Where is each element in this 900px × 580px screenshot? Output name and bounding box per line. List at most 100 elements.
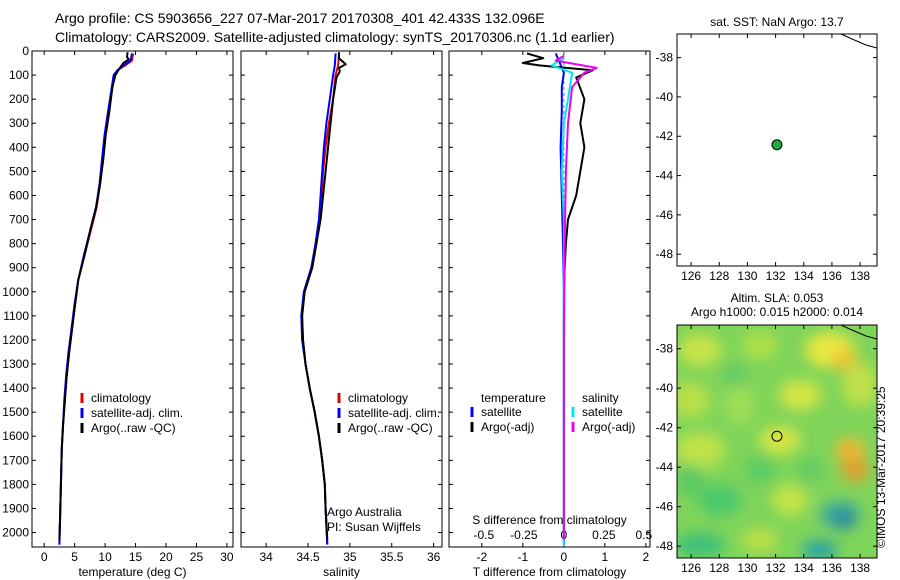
x-tick-label: 2: [643, 550, 650, 564]
x-tick-label: 34.5: [296, 550, 320, 564]
x-tick-label: 0: [41, 550, 48, 564]
y-tick-label: 1700: [2, 453, 29, 467]
sla-map-title1: Altim. SLA: 0.053: [731, 291, 824, 305]
sst-map-x-tick-label: 126: [681, 269, 701, 283]
x-tick-label: -1: [518, 550, 529, 564]
sla-map-x-tick-label: 136: [822, 561, 842, 575]
x-tick-label: 35.5: [380, 550, 404, 564]
panel-frame-salinity: [240, 50, 443, 548]
sla-map-y-tick-label: -38: [656, 342, 674, 356]
sla-blob: [725, 385, 755, 425]
x-axis-label-difference: T difference from climatology: [473, 565, 627, 579]
sst-map-x-tick-label: 138: [850, 269, 870, 283]
sla-blob: [835, 510, 855, 530]
s-tick-label: -0.25: [510, 528, 538, 542]
sst-coastline: [840, 33, 878, 49]
x-tick-label: 25: [190, 550, 204, 564]
chart-title-line1: Argo profile: CS 5903656_227 07-Mar-2017…: [55, 10, 545, 26]
y-tick-label: 600: [9, 188, 29, 202]
sla-blob: [778, 380, 822, 410]
sst-map-y-tick-label: -48: [656, 247, 674, 261]
y-tick-label: 300: [9, 116, 29, 130]
sla-blob: [772, 485, 808, 515]
series-line-argo: [301, 52, 347, 540]
sst-map-y-tick-label: -40: [656, 90, 674, 104]
x-tick-label: 1: [602, 550, 609, 564]
x-tick-label: 5: [71, 550, 78, 564]
sst-map-x-tick-label: 134: [794, 269, 814, 283]
sla-map-x-tick-label: 126: [681, 561, 701, 575]
y-tick-label: 1200: [2, 333, 29, 347]
y-tick-label: 2000: [2, 526, 29, 540]
sst-map-x-tick-label: 128: [709, 269, 729, 283]
sla-blob: [742, 331, 778, 359]
chart-title-line2: Climatology: CARS2009. Satellite-adjuste…: [55, 29, 615, 45]
x-tick-label: 36: [427, 550, 441, 564]
sla-blob: [677, 432, 725, 468]
legend-temperature-title: temperature: [481, 391, 546, 405]
sst-map-y-tick-label: -46: [656, 208, 674, 222]
sst-map-x-tick-label: 132: [766, 269, 786, 283]
y-tick-label: 800: [9, 237, 29, 251]
s-tick-label: 0.5: [636, 528, 653, 542]
profile-location-marker: [771, 430, 783, 442]
series-line-s-argo: [554, 54, 598, 540]
sla-blob: [802, 540, 838, 558]
series-line-t-argo: [521, 52, 594, 540]
legend-label: Argo(-adj): [481, 420, 534, 434]
sst-map-x-tick-label: 136: [822, 269, 842, 283]
y-tick-label: 1000: [2, 285, 29, 299]
y-tick-label: 500: [9, 164, 29, 178]
sla-blob: [842, 363, 877, 407]
sst-map-y-tick-label: -42: [656, 129, 674, 143]
sla-blob: [742, 528, 778, 552]
series-line-t-satellite: [554, 53, 565, 545]
y-tick-label: 1100: [3, 309, 29, 323]
sla-coastline: [840, 325, 877, 340]
sla-blob: [678, 334, 722, 366]
s-axis-label: S difference from climatology: [472, 513, 627, 527]
sla-map-y-tick-label: -40: [656, 381, 674, 395]
sla-map-y-tick-label: -46: [656, 500, 674, 514]
sla-map-x-tick-label: 130: [737, 561, 757, 575]
x-tick-label: 20: [159, 550, 173, 564]
x-tick-label: 0: [561, 550, 568, 564]
panel-frame-temperature: [31, 50, 234, 548]
y-tick-label: 1600: [2, 429, 29, 443]
sla-blob: [677, 533, 725, 557]
sla-map-x-tick-label: 132: [766, 561, 786, 575]
x-tick-label: 10: [98, 550, 112, 564]
legend-label: satellite: [582, 405, 623, 419]
sla-map-frame: [676, 324, 878, 559]
x-tick-label: 15: [129, 550, 143, 564]
s-tick-label: -0.5: [474, 528, 495, 542]
y-tick-label: 1300: [2, 357, 29, 371]
sla-blob: [677, 382, 710, 418]
panel-frame-difference: [448, 50, 651, 548]
sla-blob: [796, 458, 824, 482]
sla-map-y-tick-label: -48: [656, 539, 674, 553]
legend-label: satellite-adj. clim.: [348, 406, 440, 420]
x-axis-label-salinity: salinity: [323, 565, 360, 579]
legend-label: climatology: [348, 391, 408, 405]
sla-blob: [744, 456, 776, 484]
sla-blob: [698, 484, 742, 516]
legend-label: satellite-adj. clim.: [91, 406, 183, 420]
series-line-satellite: [58, 53, 133, 545]
series-line-climatology: [301, 53, 340, 545]
y-tick-label: 700: [9, 213, 29, 227]
legend-label: Argo(-adj): [582, 420, 635, 434]
sla-map-x-tick-label: 134: [794, 561, 814, 575]
y-tick-label: 1900: [2, 501, 29, 515]
sst-map-y-tick-label: -38: [656, 51, 674, 65]
sla-map-x-tick-label: 138: [850, 561, 870, 575]
x-tick-label: 34: [259, 550, 273, 564]
sla-heatmap: [677, 325, 877, 558]
imos-watermark: ©IMOS 13-Mar-2017 20:39:25: [874, 386, 888, 548]
sst-map-frame: [676, 33, 878, 267]
series-line-argo: [58, 52, 130, 540]
x-tick-label: 35: [343, 550, 357, 564]
x-tick-label: -2: [476, 550, 487, 564]
legend-label: Argo(..raw -QC): [91, 421, 176, 435]
